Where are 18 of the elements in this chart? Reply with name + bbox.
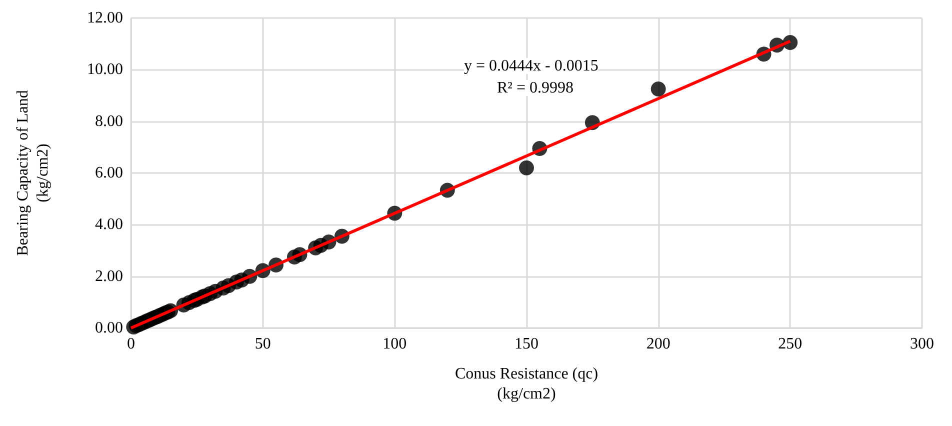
x-tick-label: 200 xyxy=(646,336,670,352)
x-tick-label: 250 xyxy=(778,336,802,352)
y-tick-label: 6.00 xyxy=(95,164,123,182)
x-tick-label: 300 xyxy=(910,336,934,352)
x-tick-label: 100 xyxy=(382,336,407,352)
annotation: R² = 0.9998 xyxy=(497,80,574,96)
x-tick-label: 0 xyxy=(127,336,135,352)
x-tick-label: 50 xyxy=(254,336,271,352)
y-tick-label: 2.00 xyxy=(95,268,123,285)
y-tick-label: 10.00 xyxy=(87,61,123,78)
annotation: y = 0.0444x - 0.0015 xyxy=(464,58,598,74)
x-tick-label: 150 xyxy=(514,336,538,352)
y-tick-label: 8.00 xyxy=(95,112,123,130)
y-tick-label: 12.00 xyxy=(87,10,123,26)
x-axis-title: Conus Resistance (qc) (kg/cm2) xyxy=(454,366,598,402)
y-tick-label: 0.00 xyxy=(95,320,123,336)
y-tick-label: 4.00 xyxy=(95,216,123,234)
y-axis-title: Bearing Capacity of Land (kg/cm2) xyxy=(14,90,52,256)
